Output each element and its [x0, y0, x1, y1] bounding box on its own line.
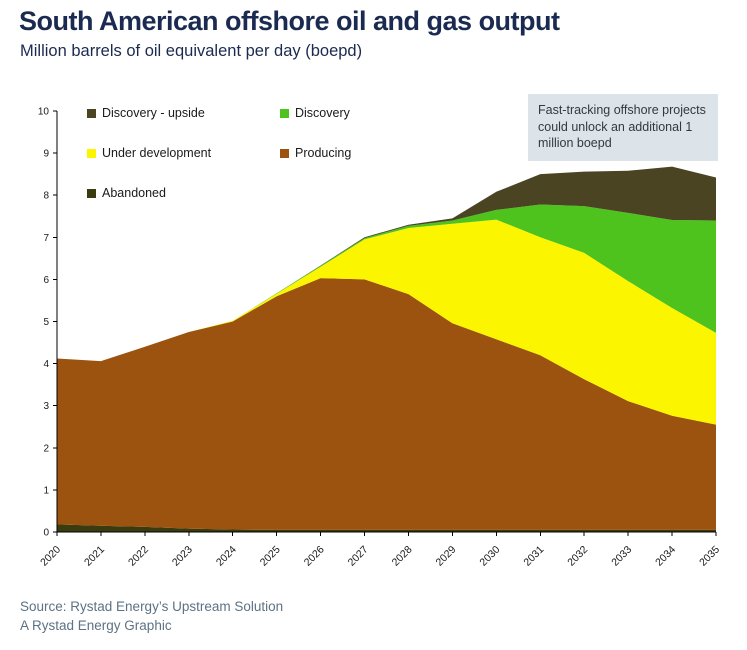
x-tick-label: 2021	[82, 544, 107, 569]
y-tick-label: 9	[43, 149, 49, 160]
y-tick-label: 0	[43, 528, 49, 539]
annotation-callout: Fast-tracking offshore projects could un…	[528, 94, 718, 161]
page-subtitle: Million barrels of oil equivalent per da…	[20, 42, 363, 60]
legend-item-producing: Producing	[280, 146, 351, 160]
x-tick-label: 2022	[126, 544, 151, 569]
x-tick-label: 2030	[477, 544, 502, 569]
y-tick-label: 5	[43, 317, 49, 328]
y-tick-label: 6	[43, 275, 49, 286]
area-discovery-upside	[57, 166, 716, 362]
legend-label: Under development	[102, 146, 212, 160]
legend-swatch-icon	[87, 148, 96, 158]
chart-legend: Discovery - upside Discovery Under develop…	[87, 106, 351, 200]
area-under-development	[57, 219, 716, 425]
x-tick-label: 2026	[302, 544, 327, 569]
legend-item-discovery: Discovery	[280, 106, 351, 120]
legend-label: Producing	[295, 146, 352, 160]
x-tick-label: 2023	[170, 544, 195, 569]
y-tick-label: 3	[43, 401, 49, 412]
x-tick-label: 2027	[346, 544, 371, 569]
y-tick-label: 4	[43, 359, 49, 370]
legend-item-discovery-upside: Discovery - upside	[87, 106, 280, 120]
page-title: South American offshore oil and gas outp…	[19, 6, 560, 36]
x-tick-label: 2024	[214, 544, 239, 569]
y-tick-label: 10	[38, 107, 50, 118]
area-producing	[57, 278, 716, 530]
x-tick-label: 2035	[697, 544, 722, 569]
y-tick-label: 7	[43, 233, 49, 244]
legend-label: Discovery	[295, 106, 350, 120]
y-tick-label: 2	[43, 443, 49, 454]
x-tick-label: 2028	[390, 544, 415, 569]
x-tick-label: 2031	[521, 544, 546, 569]
legend-swatch-icon	[87, 108, 96, 118]
stacked-area-chart: 0 1 2 3 4 5 6 7 8 9 10 2020 2021 2022 2023 2024 2025 2026…	[38, 107, 722, 569]
y-tick-label: 8	[43, 191, 49, 202]
legend-swatch-icon	[280, 148, 289, 158]
legend-swatch-icon	[87, 188, 96, 198]
area-abandoned	[57, 524, 716, 532]
source-line: Source: Rystad Energy’s Upstream Solutio…	[20, 599, 284, 614]
legend-swatch-icon	[280, 108, 289, 118]
x-tick-label: 2025	[258, 544, 283, 569]
graphic-credit-line: A Rystad Energy Graphic	[20, 617, 172, 633]
legend-label: Abandoned	[102, 186, 166, 200]
x-tick-label: 2033	[609, 544, 634, 569]
x-tick-label: 2020	[38, 544, 63, 569]
area-discovery	[57, 204, 716, 362]
y-tick-label: 1	[43, 485, 49, 496]
x-tick-label: 2034	[653, 544, 678, 569]
source-credit: Source: Rystad Energy’s Upstream Solutio…	[20, 598, 283, 635]
legend-item-abandoned: Abandoned	[87, 186, 280, 200]
x-tick-label: 2032	[565, 544, 590, 569]
legend-item-under-development: Under development	[87, 146, 280, 160]
legend-label: Discovery - upside	[102, 106, 205, 120]
x-tick-label: 2029	[434, 544, 459, 569]
